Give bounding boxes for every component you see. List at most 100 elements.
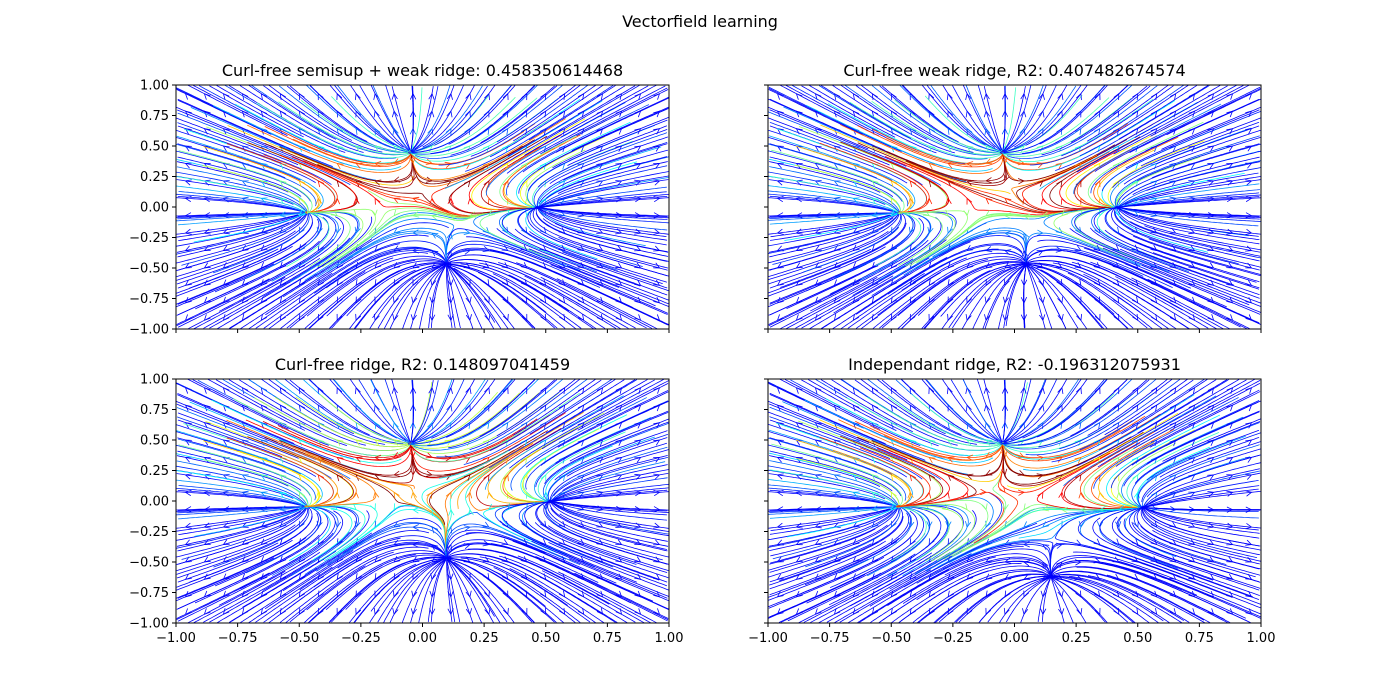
streamline-arrow — [596, 387, 603, 394]
x-tick-label: −0.50 — [279, 631, 319, 646]
streamline — [562, 455, 668, 491]
streamline-arrow — [507, 503, 514, 511]
streamline — [882, 85, 959, 143]
streamline — [431, 379, 496, 439]
streamline — [1003, 262, 1027, 328]
streamline-arrow — [852, 521, 860, 528]
streamline-arrow — [1094, 607, 1101, 615]
streamline — [555, 97, 669, 153]
streamline-arrow — [1004, 197, 1012, 205]
streamline-arrow — [1245, 179, 1252, 186]
streamline — [922, 85, 986, 146]
streamline-arrow — [1188, 491, 1195, 498]
streamline-arrow — [1207, 439, 1214, 446]
streamline — [769, 249, 871, 289]
streamline — [1025, 263, 1104, 329]
streamline-arrow — [1245, 128, 1252, 135]
streamline-arrow — [1207, 539, 1214, 545]
streamline-arrow — [928, 590, 935, 598]
streamline — [769, 166, 901, 214]
streamline — [349, 269, 416, 329]
streamline — [176, 226, 306, 285]
streamline — [1115, 206, 1260, 245]
streamline-arrow — [1094, 93, 1101, 101]
y-tick-label: 1.00 — [140, 373, 169, 388]
streamline-arrow — [966, 556, 974, 563]
streamline — [1001, 379, 1132, 446]
streamline-arrow — [502, 387, 509, 395]
streamline-arrow — [373, 387, 380, 394]
streamline-arrow — [871, 227, 879, 234]
streamline-arrow — [521, 296, 528, 304]
streamline-arrow — [502, 404, 509, 412]
streamline — [768, 557, 885, 609]
streamline-arrow — [1245, 279, 1252, 286]
streamline — [177, 511, 301, 552]
streamline-arrow — [815, 180, 822, 186]
streamline — [444, 445, 525, 551]
streamline-arrow — [634, 262, 641, 269]
streamline-arrow — [279, 521, 287, 528]
streamline — [1123, 130, 1261, 185]
streamline-arrow — [1093, 538, 1101, 545]
streamline-arrow — [374, 244, 382, 251]
streamline — [1145, 99, 1260, 152]
streamline-arrow — [1113, 313, 1120, 321]
streamline-arrow — [482, 246, 490, 252]
x-tick-label: −1.00 — [156, 631, 196, 646]
streamline-arrow — [466, 314, 472, 321]
streamline-arrow — [354, 520, 361, 528]
streamline-arrow — [653, 439, 660, 446]
streamline — [177, 156, 302, 197]
streamline — [176, 211, 310, 264]
streamline — [903, 230, 1027, 276]
streamline — [1119, 561, 1261, 618]
streamline-arrow — [577, 573, 585, 580]
streamline — [1049, 575, 1087, 623]
streamline — [547, 489, 668, 503]
streamline-arrow — [431, 262, 439, 269]
streamline-arrow — [1080, 197, 1086, 205]
streamline — [769, 528, 876, 565]
streamline-arrow — [871, 93, 878, 101]
streamline-arrow — [336, 457, 344, 463]
streamline — [1001, 379, 1082, 445]
streamline-arrow — [834, 245, 841, 251]
streamline-arrow — [540, 422, 547, 429]
x-tick-label: 0.00 — [1000, 631, 1029, 646]
streamline-arrow — [373, 110, 380, 118]
streamline-arrow — [316, 197, 322, 205]
streamline — [499, 520, 669, 597]
streamline-arrow — [1150, 590, 1158, 598]
streamline-arrow — [502, 573, 509, 580]
streamline-arrow — [1170, 387, 1177, 394]
streamline-arrow — [463, 248, 471, 255]
streamline-arrow — [890, 145, 898, 152]
streamline-arrow — [909, 538, 916, 545]
streamline-arrow — [1245, 145, 1252, 152]
streamline-arrow — [984, 422, 991, 429]
streamline-arrow — [615, 387, 622, 394]
streamline-arrow — [907, 491, 914, 499]
streamline-arrow — [242, 506, 249, 513]
streamline — [1137, 137, 1261, 182]
streamline-arrow — [1042, 521, 1050, 528]
streamline — [446, 557, 557, 623]
streamline-arrow — [852, 262, 860, 269]
streamline — [558, 237, 668, 271]
streamline-arrow — [596, 228, 603, 234]
streamline-arrow — [412, 573, 419, 580]
streamline-arrow — [374, 556, 382, 563]
streamline-arrow — [317, 279, 324, 286]
streamline — [768, 211, 901, 264]
streamline-arrow — [577, 110, 585, 118]
streamline-arrow — [777, 556, 784, 563]
streamline-arrow — [1075, 279, 1082, 286]
streamline — [490, 85, 604, 157]
streamline — [926, 379, 1004, 445]
y-tick-label: 0.50 — [140, 434, 169, 449]
streamline-arrow — [1169, 491, 1177, 498]
streamline-arrow — [1022, 608, 1028, 615]
streamline-arrow — [615, 93, 622, 100]
streamline-arrow — [559, 607, 566, 615]
